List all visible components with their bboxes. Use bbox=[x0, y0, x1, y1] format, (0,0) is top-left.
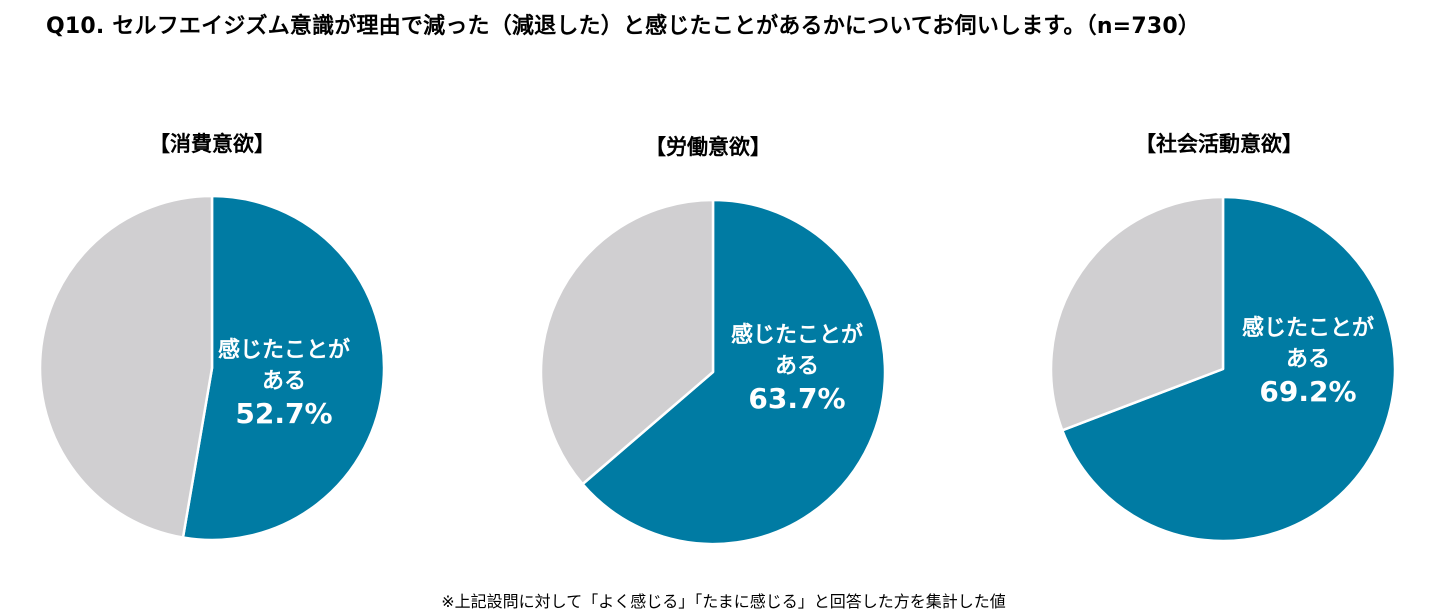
slice-label-consumption: 感じたことが ある 52.7% bbox=[218, 335, 350, 431]
slice-value-label: 63.7% bbox=[748, 382, 846, 415]
chart-title-consumption: 【消費意欲】 bbox=[149, 132, 275, 156]
slice-felt bbox=[581, 198, 887, 546]
chart-title-social: 【社会活動意欲】 bbox=[1135, 132, 1303, 156]
slice-label-line1: 感じたことが bbox=[1241, 316, 1375, 341]
page-title: Q10. セルフエイジズム意識が理由で減った（減退した）と感じたことがあるかにつ… bbox=[46, 14, 1201, 39]
slice-value-label: 52.7% bbox=[235, 397, 333, 430]
slice-label-line1: 感じたことが bbox=[730, 323, 864, 348]
slice-label-labor: 感じたことが ある 63.7% bbox=[731, 320, 863, 416]
slice-label-line2: ある bbox=[261, 369, 307, 394]
slice-other bbox=[1049, 195, 1225, 432]
chart-title-labor: 【労働意欲】 bbox=[645, 135, 771, 159]
footnote: ※上記設問に対して「よく感じる」「たまに感じる」と回答した方を集計した値 bbox=[441, 592, 1006, 611]
slice-label-line2: ある bbox=[774, 354, 820, 379]
slice-label-line1: 感じたことが bbox=[217, 338, 351, 363]
slice-value-label: 69.2% bbox=[1259, 375, 1357, 408]
slice-felt bbox=[181, 194, 386, 542]
slice-other bbox=[38, 194, 214, 539]
slice-label-line2: ある bbox=[1285, 347, 1331, 372]
slice-label-social: 感じたことが ある 69.2% bbox=[1242, 313, 1374, 409]
slice-other bbox=[539, 198, 715, 486]
slice-felt bbox=[1061, 195, 1397, 543]
